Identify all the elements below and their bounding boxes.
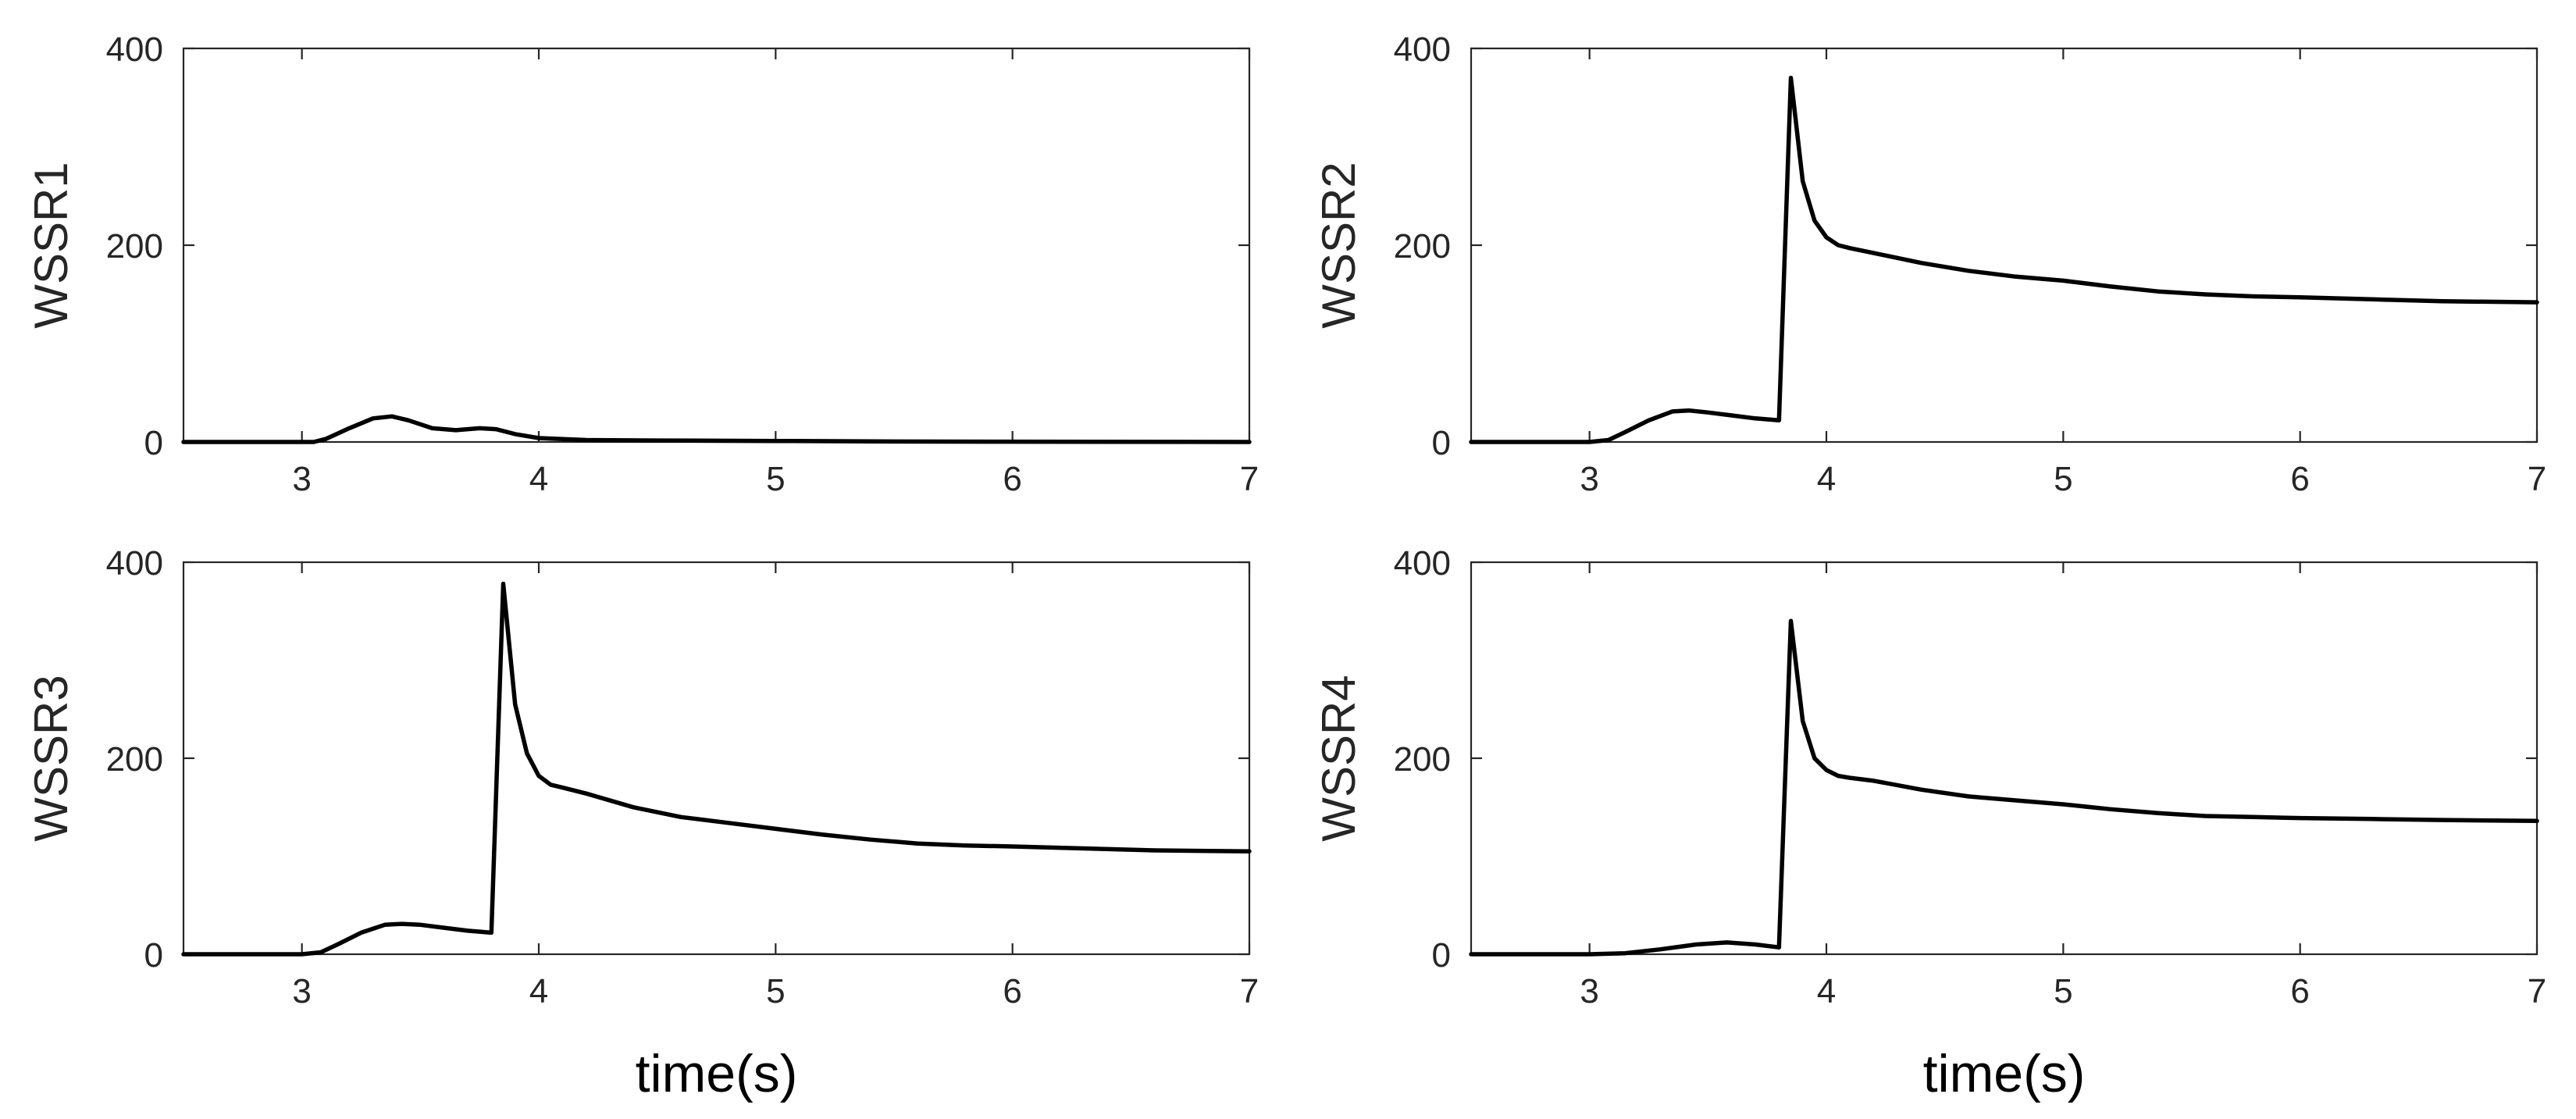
subplot-wssr3: 3 4 5 6 7 0 200 400 WSSR3 time(s) xyxy=(25,544,1259,1103)
y-tick-label: 0 xyxy=(144,424,163,462)
x-tick-label: 7 xyxy=(2528,972,2546,1010)
y-tick-label: 200 xyxy=(1394,740,1451,779)
tick-marks xyxy=(183,561,1251,956)
x-tick-label: 3 xyxy=(1580,972,1598,1010)
x-tick-label: 6 xyxy=(2290,972,2309,1010)
x-tick-labels: 3 4 5 6 7 xyxy=(1580,972,2546,1010)
x-tick-label: 7 xyxy=(1240,972,1259,1010)
x-tick-label: 6 xyxy=(1003,460,1021,498)
x-axis-label: time(s) xyxy=(1923,1044,2086,1103)
x-tick-label: 6 xyxy=(2290,460,2309,498)
axes-box xyxy=(182,47,1251,444)
y-tick-label: 0 xyxy=(1432,424,1451,462)
y-tick-label: 400 xyxy=(106,544,163,583)
x-tick-label: 4 xyxy=(1817,460,1836,498)
x-tick-label: 4 xyxy=(1817,972,1836,1010)
x-tick-label: 4 xyxy=(529,460,548,498)
y-tick-label: 400 xyxy=(106,30,163,69)
y-axis-label: WSSR3 xyxy=(25,675,77,841)
x-tick-label: 3 xyxy=(292,460,311,498)
y-axis-label: WSSR4 xyxy=(1313,675,1365,841)
axes-box xyxy=(1470,47,2539,444)
y-tick-label: 200 xyxy=(106,227,163,265)
y-tick-labels: 0 200 400 xyxy=(1394,544,1451,975)
x-tick-label: 7 xyxy=(1240,460,1259,498)
x-tick-label: 7 xyxy=(2528,460,2546,498)
subplot-wssr4: 3 4 5 6 7 0 200 400 WSSR4 time(s) xyxy=(1313,544,2546,1103)
x-tick-labels: 3 4 5 6 7 xyxy=(292,972,1259,1010)
series-line-wssr3 xyxy=(181,581,1252,957)
x-tick-label: 3 xyxy=(1580,460,1598,498)
y-tick-labels: 0 200 400 xyxy=(106,544,163,975)
series-line-wssr2 xyxy=(1469,76,2539,444)
axes-box xyxy=(1470,561,2539,956)
x-tick-labels: 3 4 5 6 7 xyxy=(292,460,1259,498)
x-tick-label: 5 xyxy=(766,460,785,498)
y-tick-labels: 0 200 400 xyxy=(1394,30,1451,462)
y-axis-label: WSSR2 xyxy=(1313,162,1365,328)
subplot-wssr2: 3 4 5 6 7 0 200 400 WSSR2 xyxy=(1313,30,2546,498)
x-tick-label: 3 xyxy=(292,972,311,1010)
subplot-wssr1: 3 4 5 6 7 0 200 400 WSSR1 xyxy=(25,30,1259,498)
series-line-wssr4 xyxy=(1469,618,2539,957)
tick-marks xyxy=(1471,47,2539,444)
y-tick-labels: 0 200 400 xyxy=(106,30,163,462)
y-tick-label: 400 xyxy=(1394,30,1451,69)
y-tick-label: 200 xyxy=(1394,227,1451,265)
y-tick-label: 0 xyxy=(144,936,163,975)
series-line-wssr1 xyxy=(181,414,1252,444)
y-tick-label: 200 xyxy=(106,740,163,779)
y-tick-label: 400 xyxy=(1394,544,1451,583)
y-tick-label: 0 xyxy=(1432,936,1451,975)
x-tick-label: 5 xyxy=(2054,460,2072,498)
axes-box xyxy=(182,561,1251,956)
x-tick-label: 4 xyxy=(529,972,548,1010)
x-tick-label: 5 xyxy=(2054,972,2072,1010)
x-tick-labels: 3 4 5 6 7 xyxy=(1580,460,2546,498)
y-axis-label: WSSR1 xyxy=(25,162,77,328)
x-tick-label: 5 xyxy=(766,972,785,1010)
x-tick-label: 6 xyxy=(1003,972,1021,1010)
x-axis-label: time(s) xyxy=(636,1044,798,1103)
